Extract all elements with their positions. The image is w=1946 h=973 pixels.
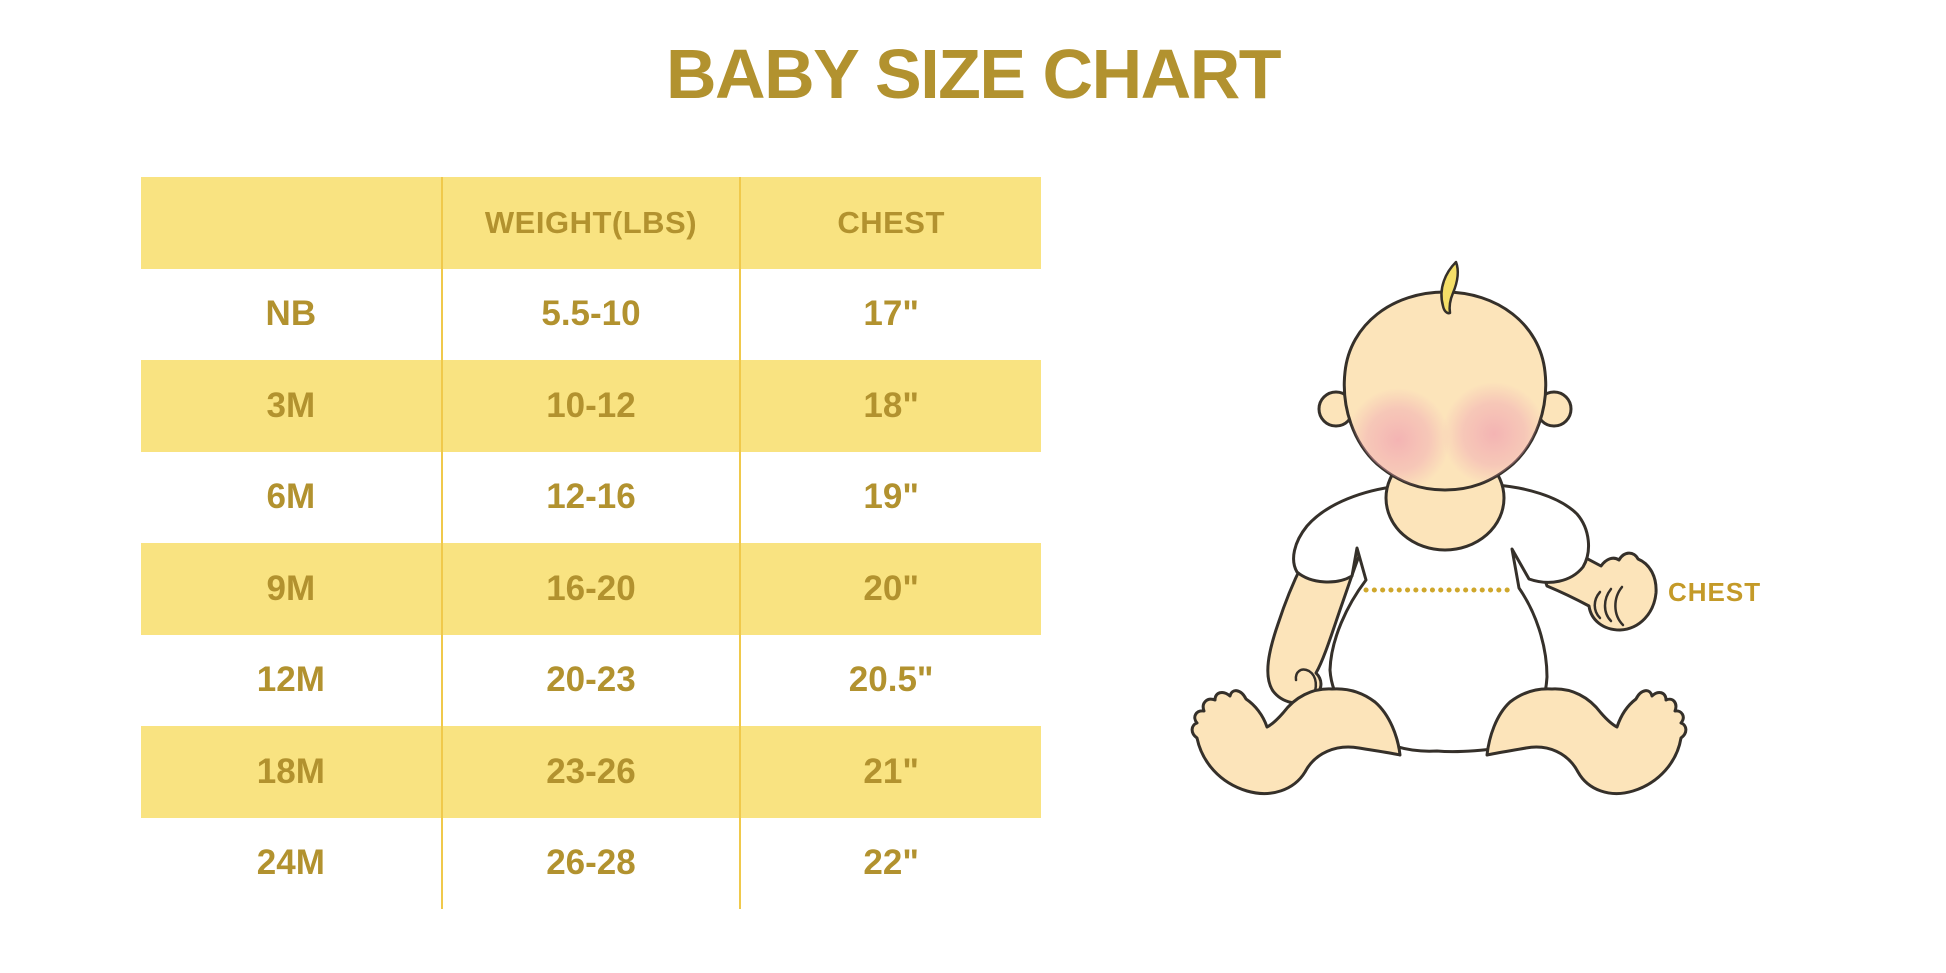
chest-cell: 18" — [739, 360, 1041, 452]
table-row: 24M 26-28 22" — [141, 817, 1041, 909]
chest-cell: 20" — [739, 543, 1041, 635]
table-row: 18M 23-26 21" — [141, 726, 1041, 818]
chest-label: CHEST — [1668, 577, 1762, 607]
weight-cell: 23-26 — [440, 726, 740, 818]
chest-cell: 20.5" — [739, 634, 1041, 726]
header-size-cell — [141, 177, 441, 269]
weight-cell: 12-16 — [440, 451, 740, 543]
weight-cell: 16-20 — [440, 543, 740, 635]
weight-cell: 20-23 — [440, 634, 740, 726]
size-cell: NB — [265, 294, 317, 334]
baby-illustration — [1190, 260, 1688, 795]
weight-cell: 26-28 — [440, 817, 740, 909]
header-chest-cell: CHEST — [739, 177, 1041, 269]
baby-right-cheek-blush — [1442, 382, 1546, 486]
chest-cell: 17" — [739, 268, 1041, 360]
weight-cell: 5.5-10 — [440, 268, 740, 360]
table-row: 6M 12-16 19" — [141, 451, 1041, 543]
chest-cell: 22" — [739, 817, 1041, 909]
baby-left-cheek-blush — [1346, 388, 1450, 490]
baby-left-leg — [1190, 687, 1402, 795]
size-cell: 3M — [266, 385, 316, 425]
baby-size-table: WEIGHT(LBS) CHEST NB 5.5-10 17" 3M 10-12… — [141, 177, 1041, 909]
size-cell: 24M — [256, 843, 325, 883]
size-cell: 9M — [266, 568, 316, 608]
table-row: 12M 20-23 20.5" — [141, 634, 1041, 726]
baby-hair-curl — [1440, 260, 1459, 315]
chest-cell: 19" — [739, 451, 1041, 543]
size-cell: 6M — [266, 477, 316, 517]
baby-right-leg — [1485, 687, 1688, 795]
page-title: BABY SIZE CHART — [665, 35, 1282, 113]
size-cell: 18M — [256, 751, 325, 791]
header-weight-cell: WEIGHT(LBS) — [440, 177, 740, 269]
table-header-row: WEIGHT(LBS) CHEST — [141, 177, 1041, 269]
size-cell: 12M — [256, 660, 325, 700]
table-row: 9M 16-20 20" — [141, 543, 1041, 635]
chest-cell: 21" — [739, 726, 1041, 818]
table-row: NB 5.5-10 17" — [141, 268, 1041, 360]
weight-cell: 10-12 — [440, 360, 740, 452]
baby-shirt — [1292, 482, 1590, 754]
table-row: 3M 10-12 18" — [141, 360, 1041, 452]
